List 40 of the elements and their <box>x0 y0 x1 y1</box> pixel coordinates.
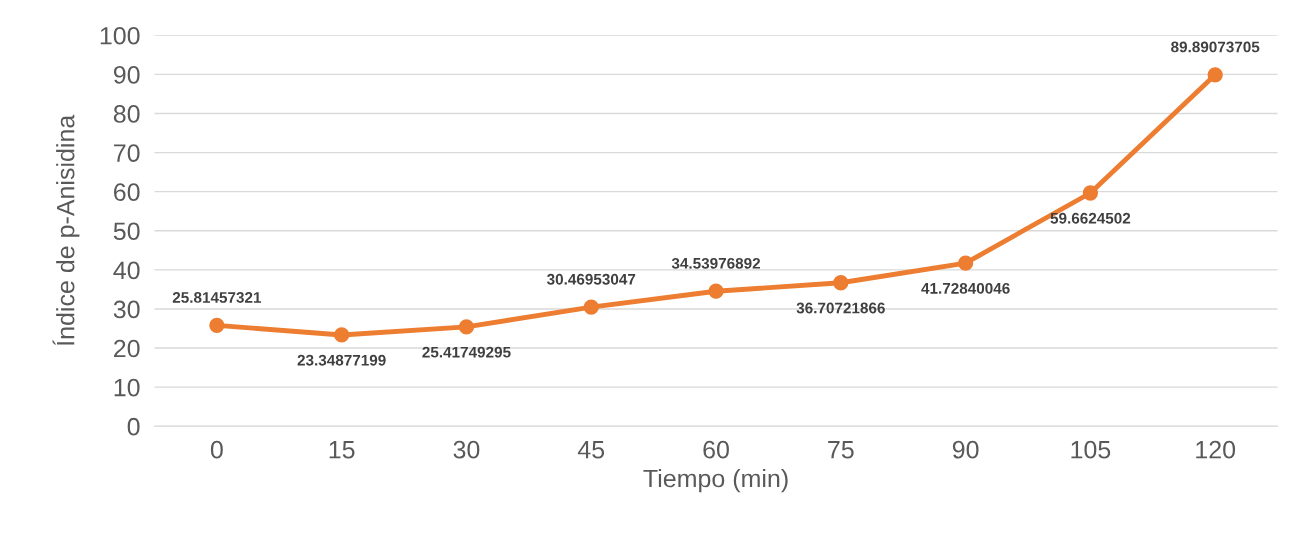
x-tick-label: 120 <box>1196 440 1236 459</box>
data-label: 59.6624502 <box>1050 212 1131 224</box>
point <box>334 327 350 343</box>
x-tick-label: 0 <box>210 440 223 459</box>
y-tick-label: 90 <box>113 65 140 84</box>
data-label: 25.81457321 <box>172 292 262 303</box>
y-axis-title: Índice de p-Anisidina <box>52 114 80 346</box>
data-label: 41.72840046 <box>921 282 1010 294</box>
y-tick-label: 30 <box>113 300 140 319</box>
x-tick-label: 105 <box>1071 440 1111 459</box>
data-label: 89.89073705 <box>1171 41 1260 53</box>
point <box>1082 185 1099 201</box>
x-tick-label: 30 <box>453 440 480 459</box>
point <box>458 319 475 335</box>
y-tick-label: 70 <box>114 144 140 162</box>
x-tick-label: 60 <box>703 440 729 459</box>
data-label: 34.53976892 <box>671 257 761 269</box>
x-tick-label: 15 <box>329 441 355 459</box>
y-tick-label: 10 <box>114 378 140 397</box>
data-label: 25.41749295 <box>422 346 511 358</box>
x-axis-title: Tiempo (min) <box>643 469 788 493</box>
point <box>583 299 599 315</box>
y-tick-label: 0 <box>127 417 140 436</box>
y-tick-label: 20 <box>114 339 140 358</box>
y-tick-label: 80 <box>113 105 140 123</box>
data-label: 36.70721866 <box>796 302 885 314</box>
x-tick-label: 75 <box>828 441 854 459</box>
data-label: 23.34877199 <box>297 354 386 366</box>
x-tick-label: 90 <box>952 440 979 459</box>
point <box>833 275 849 291</box>
point <box>708 283 724 299</box>
y-tick-label: 60 <box>114 183 140 201</box>
point <box>1207 67 1223 83</box>
y-tick-label: 40 <box>113 261 140 280</box>
y-tick-label: 50 <box>113 222 140 241</box>
point <box>957 255 974 271</box>
data-label: 30.46953047 <box>546 273 636 285</box>
y-tick-label: 100 <box>100 26 140 45</box>
point <box>209 317 225 333</box>
x-tick-label: 45 <box>577 441 605 459</box>
